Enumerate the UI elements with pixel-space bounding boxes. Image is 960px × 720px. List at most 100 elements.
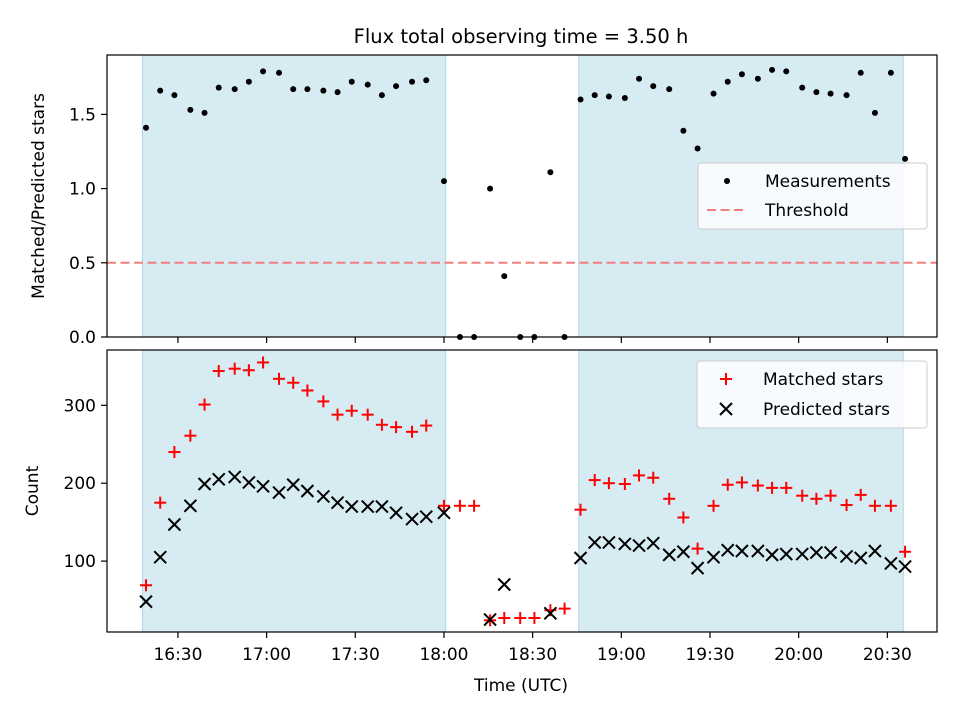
matched-star-point	[824, 489, 837, 502]
measurement-point	[231, 86, 238, 93]
measurement-point	[694, 145, 701, 152]
predicted-star-point	[242, 475, 256, 490]
matched-star-point	[528, 611, 541, 624]
measurement-point	[157, 87, 164, 94]
legend-matched-marker	[720, 373, 732, 385]
measurement-point	[754, 75, 761, 82]
measurement-point	[724, 78, 731, 85]
predicted-star-point-b	[646, 536, 660, 550]
measurement-point	[783, 68, 790, 75]
matched-star-point	[154, 496, 167, 509]
predicted-star-point	[779, 547, 793, 561]
x-axis-label: Time (UTC)	[473, 676, 568, 696]
predicted-star-point	[690, 561, 705, 575]
measurement-point	[813, 89, 820, 96]
matched-star-point	[420, 419, 433, 432]
matched-star-point	[647, 471, 660, 484]
matched-star-point	[168, 446, 181, 459]
measurement-point	[827, 90, 834, 97]
predicted-star-point	[139, 594, 153, 609]
matched-star-point	[317, 395, 330, 408]
predicted-star-point-b	[212, 472, 226, 487]
measurement-point	[710, 90, 717, 97]
matched-star-point	[721, 478, 734, 491]
matched-star-point	[899, 545, 912, 558]
legend-predicted-marker	[719, 402, 733, 416]
matched-star-point	[588, 474, 601, 487]
bottom-x-tick-label: 18:00	[419, 645, 468, 665]
bottom-x-ticks: 16:30 17:00 17:30 18:00 18:30 19:00 19:30 20:00…	[153, 632, 912, 665]
matched-star-point	[796, 489, 809, 502]
measurement-point	[348, 78, 355, 85]
top-axes-frame	[106, 54, 938, 338]
predicted-star-point	[405, 512, 419, 526]
predicted-star-point-b	[256, 479, 270, 494]
top-y-tick-label: 1.0	[69, 180, 96, 200]
predicted-star-point	[884, 556, 898, 571]
matched-star-point	[375, 418, 388, 431]
predicted-star-point-b	[286, 478, 300, 492]
matched-star-point	[840, 499, 853, 512]
predicted-star-point	[497, 577, 511, 592]
predicted-star-point-b	[153, 550, 167, 564]
top-y-tick-label: 0.0	[69, 328, 96, 348]
predicted-star-point	[272, 485, 286, 500]
predicted-star-point	[286, 478, 300, 492]
measurement-point	[621, 95, 628, 102]
predicted-star-point	[662, 548, 676, 562]
measurement-point	[440, 178, 447, 185]
matched-star-point	[390, 421, 403, 434]
predicted-star-point-b	[751, 544, 765, 558]
matched-star-point	[677, 511, 690, 524]
matched-star-point	[242, 364, 255, 377]
matched-star-point	[751, 479, 764, 492]
measurement-point	[871, 109, 878, 116]
predicted-star-point	[588, 535, 602, 550]
measurement-point	[364, 81, 371, 88]
measurement-point	[320, 87, 327, 94]
predicted-star-point	[543, 606, 558, 621]
matched-star-point	[633, 469, 646, 482]
predicted-star-point	[854, 551, 868, 565]
matched-stars-points	[140, 356, 912, 627]
measurement-point	[215, 84, 222, 91]
matched-star-point	[558, 602, 571, 615]
predicted-star-point-b	[573, 551, 588, 565]
predicted-star-point	[618, 537, 632, 551]
matched-star-point	[453, 499, 466, 512]
measurement-point	[902, 155, 909, 162]
bottom-x-tick-label: 19:00	[597, 645, 646, 665]
predicted-star-point-b	[300, 484, 315, 498]
predicted-star-point	[868, 544, 882, 558]
bottom-x-tick-label: 16:30	[153, 645, 202, 665]
top-panel: 0.0 0.5 1.0 1.5 Matched/Predicted stars Mea…	[29, 54, 938, 348]
matched-star-point	[257, 356, 270, 369]
measurement-point	[201, 109, 208, 116]
legend-measurements-label: Measurements	[765, 172, 891, 192]
predicted-star-point-b	[795, 547, 809, 561]
matched-star-point	[406, 425, 419, 438]
predicted-star-point	[676, 545, 691, 559]
predicted-star-point-b	[139, 594, 153, 609]
bottom-axes-frame	[106, 349, 938, 633]
predicted-star-point-b	[316, 489, 331, 504]
matched-star-point	[766, 481, 779, 494]
measurement-point	[843, 92, 850, 99]
top-legend: Measurements Threshold	[697, 162, 928, 230]
bottom-y-ticks: 100 200 300	[64, 396, 107, 572]
measurement-point	[171, 92, 178, 99]
predicted-star-point-b	[167, 517, 182, 532]
predicted-star-point-b	[588, 535, 602, 550]
predicted-star-point	[839, 549, 854, 564]
bottom-y-tick-label: 100	[64, 552, 96, 572]
legend-threshold-label: Threshold	[764, 201, 849, 221]
measurement-point	[650, 83, 657, 90]
measurement-point	[666, 86, 673, 93]
predicted-star-point	[300, 484, 315, 498]
predicted-star-point-b	[375, 499, 389, 514]
predicted-star-point-b	[706, 550, 721, 564]
matched-star-point	[198, 398, 211, 411]
bottom-y-axis-label: Count	[23, 465, 43, 516]
measurement-point	[393, 83, 400, 90]
matched-star-point	[212, 365, 225, 378]
